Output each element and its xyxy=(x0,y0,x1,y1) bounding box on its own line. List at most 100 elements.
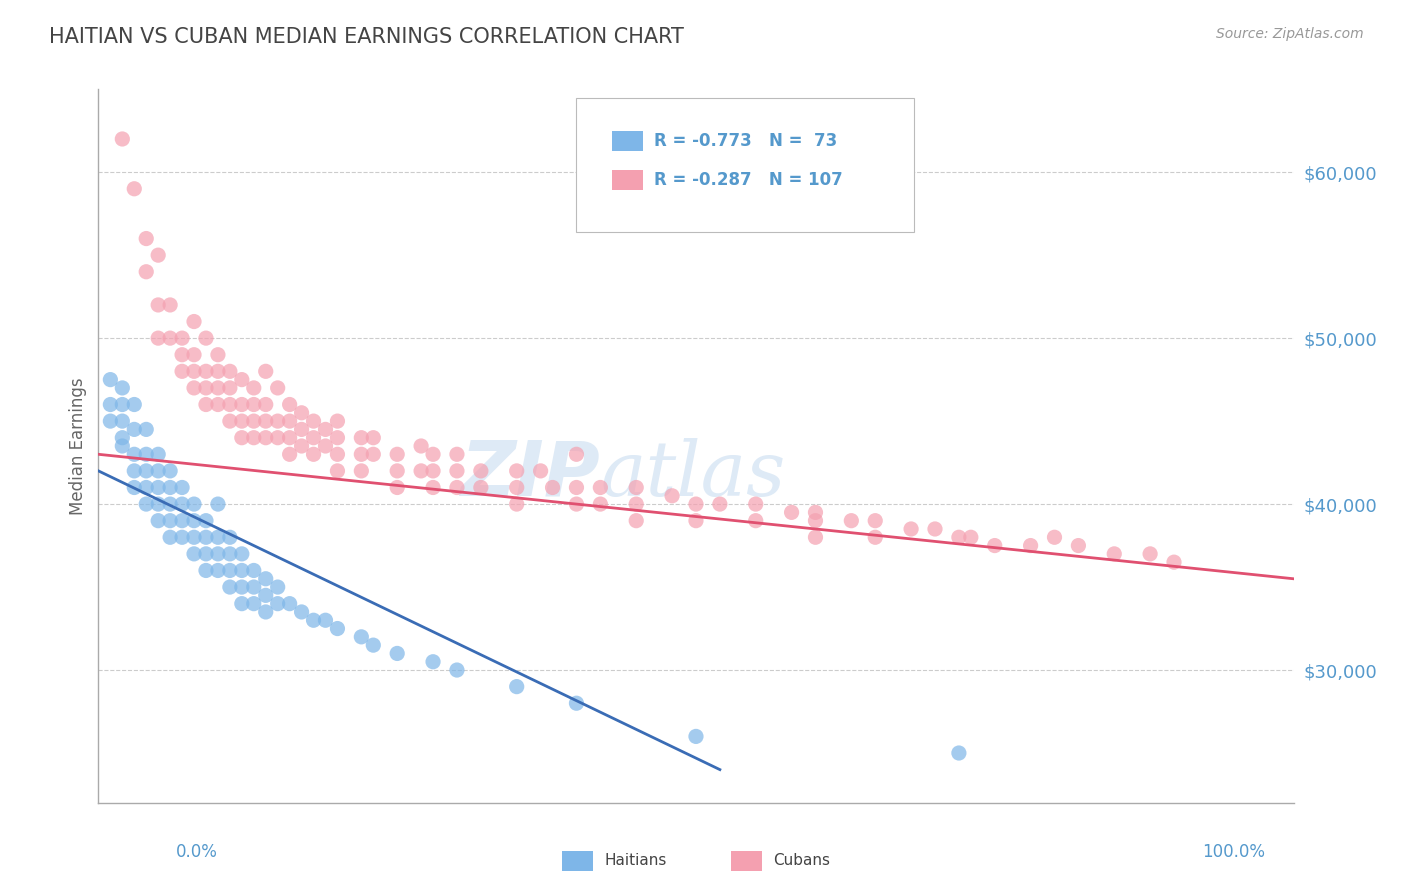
Point xyxy=(111,439,134,453)
Point xyxy=(626,497,648,511)
Point xyxy=(135,422,157,436)
Point xyxy=(506,481,529,495)
Point xyxy=(960,530,983,544)
Point xyxy=(745,497,768,511)
Point xyxy=(385,647,409,661)
Point xyxy=(506,680,529,694)
Point xyxy=(565,447,588,461)
Point xyxy=(302,414,325,428)
Point xyxy=(183,530,205,544)
Point xyxy=(411,439,433,453)
Point xyxy=(219,530,242,544)
Point xyxy=(541,481,564,495)
Point xyxy=(98,373,122,387)
Point xyxy=(984,539,1007,553)
Point xyxy=(565,696,588,710)
Point xyxy=(411,464,433,478)
Point xyxy=(195,514,218,528)
Point xyxy=(385,481,409,495)
Point xyxy=(267,597,290,611)
Point xyxy=(195,331,218,345)
Point xyxy=(219,364,242,378)
Text: 100.0%: 100.0% xyxy=(1202,843,1265,861)
Point xyxy=(219,414,242,428)
Y-axis label: Median Earnings: Median Earnings xyxy=(69,377,87,515)
Point xyxy=(685,514,707,528)
Point xyxy=(422,447,444,461)
Point xyxy=(231,397,253,411)
Point xyxy=(350,431,373,445)
Point xyxy=(195,530,218,544)
Point xyxy=(135,497,157,511)
Point xyxy=(685,497,707,511)
Point xyxy=(172,331,194,345)
Point xyxy=(183,381,205,395)
Point xyxy=(243,397,266,411)
Point xyxy=(326,464,349,478)
Point xyxy=(254,364,277,378)
Point xyxy=(865,530,887,544)
Point xyxy=(148,331,170,345)
Point xyxy=(231,597,253,611)
Point xyxy=(111,414,134,428)
Text: R = -0.773   N =  73: R = -0.773 N = 73 xyxy=(654,132,837,150)
Point xyxy=(159,514,181,528)
Point xyxy=(865,514,887,528)
Point xyxy=(363,638,385,652)
Text: Source: ZipAtlas.com: Source: ZipAtlas.com xyxy=(1216,27,1364,41)
Point xyxy=(135,481,157,495)
Point xyxy=(291,422,314,436)
Point xyxy=(709,497,731,511)
Point xyxy=(124,182,146,196)
Point xyxy=(589,497,612,511)
Point xyxy=(315,439,337,453)
Point xyxy=(195,397,218,411)
Point xyxy=(148,298,170,312)
Point xyxy=(804,514,827,528)
Point xyxy=(195,364,218,378)
Point xyxy=(207,381,229,395)
Point xyxy=(1043,530,1066,544)
Point xyxy=(243,431,266,445)
Point xyxy=(231,414,253,428)
Point xyxy=(124,397,146,411)
Point xyxy=(589,481,612,495)
Point xyxy=(254,572,277,586)
Point xyxy=(326,447,349,461)
Point xyxy=(231,431,253,445)
Point xyxy=(278,597,301,611)
Point xyxy=(685,730,707,744)
Point xyxy=(422,655,444,669)
Point xyxy=(243,381,266,395)
Point xyxy=(565,497,588,511)
Point xyxy=(219,397,242,411)
Point xyxy=(172,497,194,511)
Point xyxy=(446,447,468,461)
Text: Cubans: Cubans xyxy=(773,854,831,868)
Point xyxy=(446,481,468,495)
Point xyxy=(254,397,277,411)
Point xyxy=(207,547,229,561)
Point xyxy=(195,547,218,561)
Point xyxy=(254,431,277,445)
Point xyxy=(243,564,266,578)
Point xyxy=(948,530,970,544)
Point xyxy=(315,613,337,627)
Point xyxy=(148,447,170,461)
Point xyxy=(385,464,409,478)
Point xyxy=(326,414,349,428)
Point xyxy=(326,622,349,636)
Point xyxy=(278,431,301,445)
Point xyxy=(219,547,242,561)
Point xyxy=(291,439,314,453)
Point xyxy=(172,514,194,528)
Point xyxy=(124,464,146,478)
Point xyxy=(98,414,122,428)
Point xyxy=(148,514,170,528)
Point xyxy=(207,348,229,362)
Point xyxy=(924,522,946,536)
Point xyxy=(254,414,277,428)
Point xyxy=(183,348,205,362)
Point xyxy=(111,381,134,395)
Point xyxy=(111,397,134,411)
